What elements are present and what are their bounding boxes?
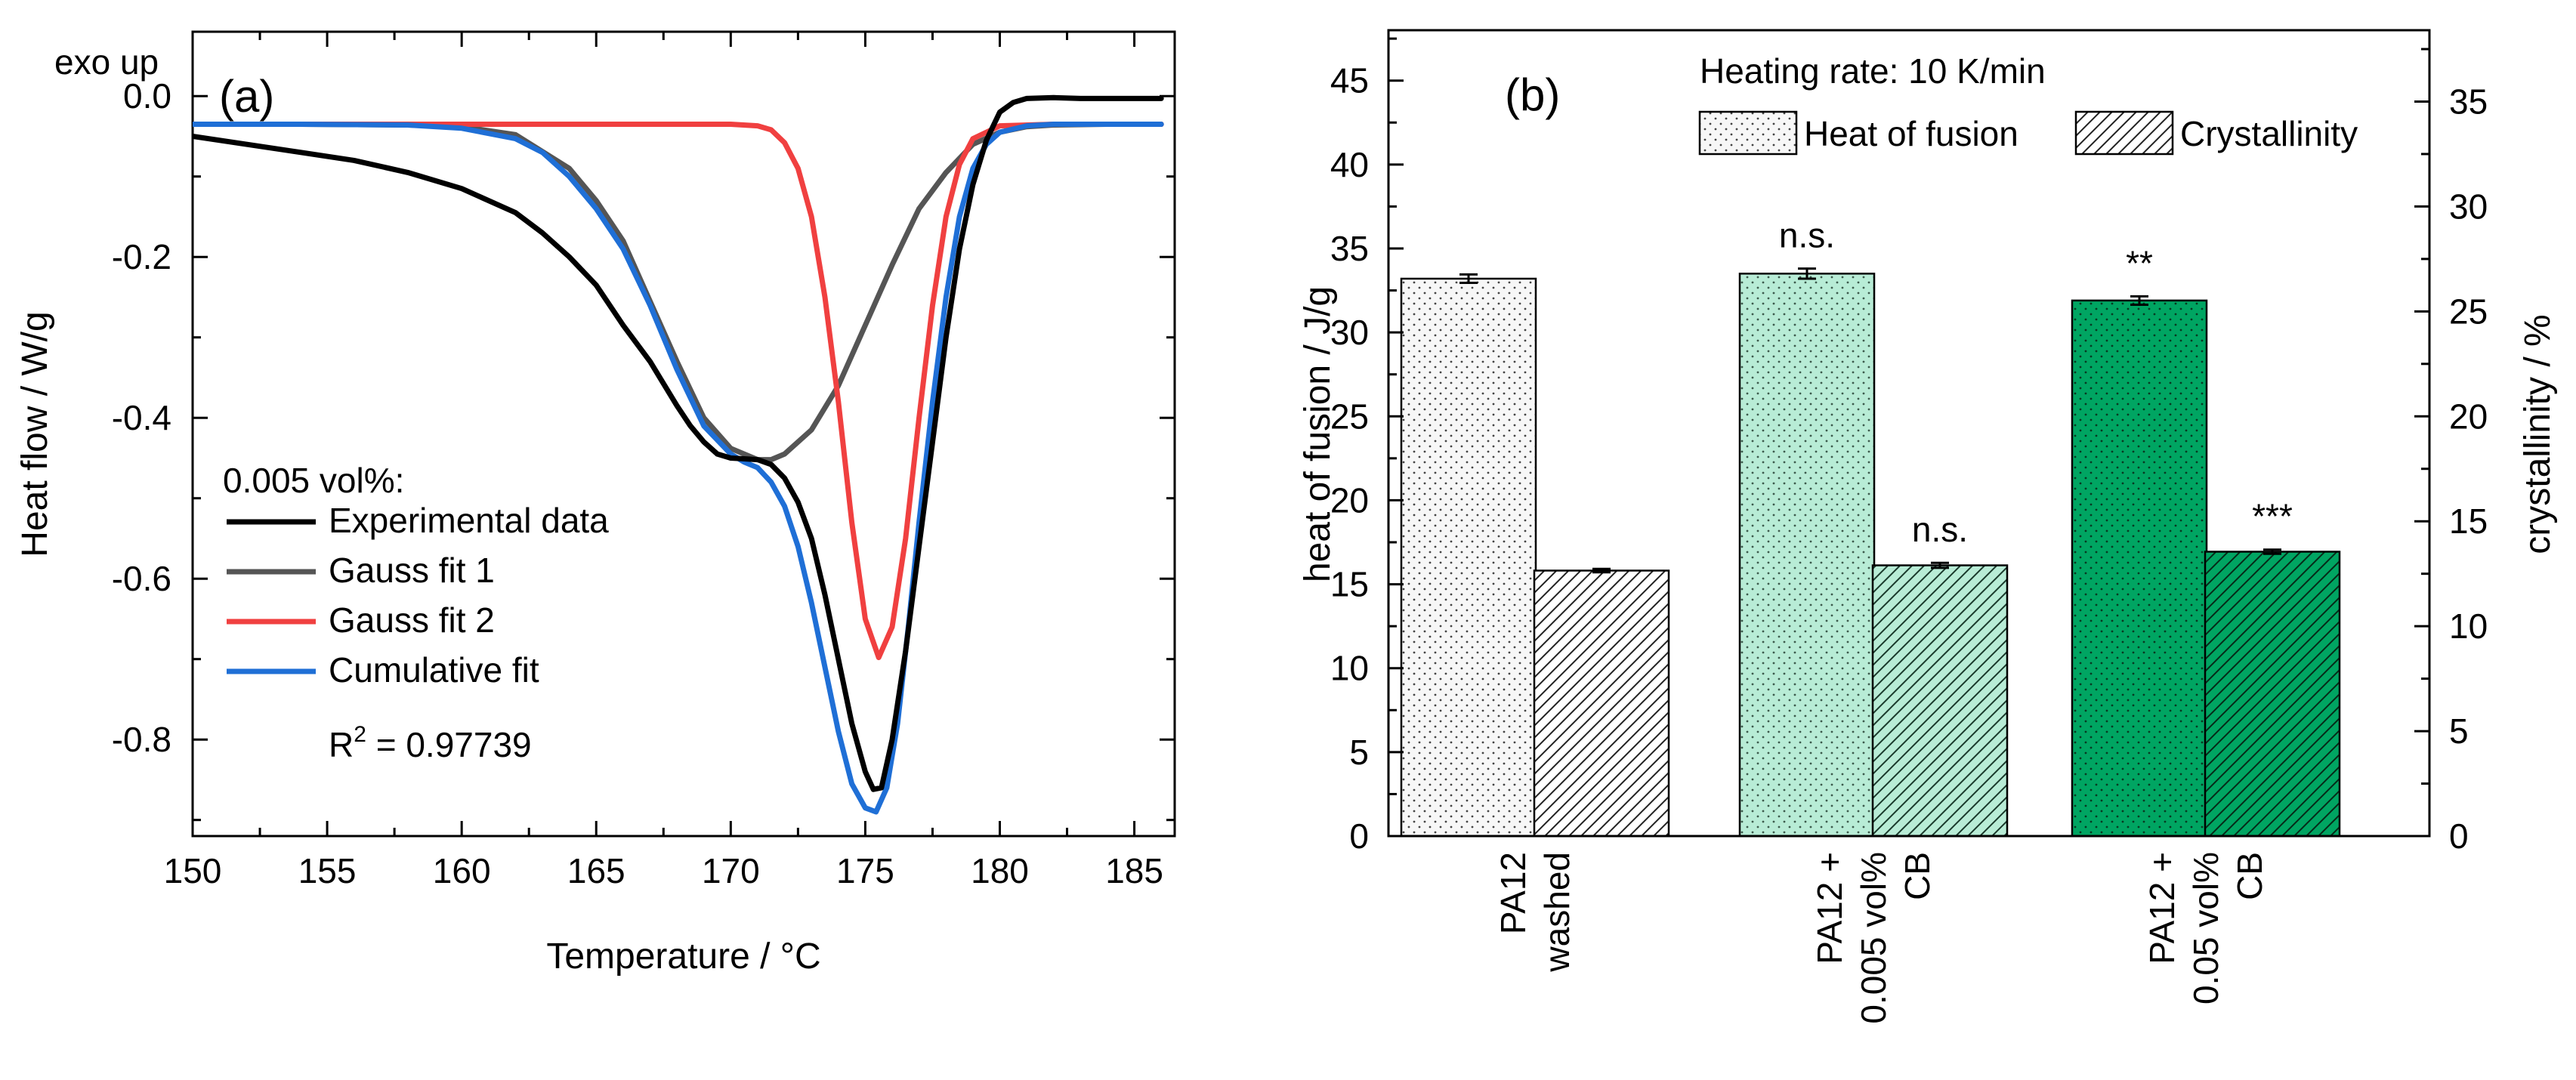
bar-crystallinity-2 bbox=[1871, 564, 2009, 838]
significance-annotation: *** bbox=[2252, 497, 2293, 536]
right-y-tick-label: 0 bbox=[2449, 816, 2469, 856]
panel-a-legend: 0.005 vol%: Experimental data Gauss fit 1… bbox=[223, 461, 609, 764]
legend-label: Gauss fit 1 bbox=[329, 551, 495, 590]
right-y-tick-label: 20 bbox=[2449, 397, 2488, 436]
right-y-tick-label: 25 bbox=[2449, 292, 2488, 331]
panel-a-ticks: 150 155 160 165 170 175 180 185 0.0 -0.2 -0.4 -0.6 -… bbox=[112, 32, 1175, 890]
left-y-tick-label: 30 bbox=[1330, 313, 1369, 352]
panel-b-bar-chart: n.s.n.s.***** 05101520253035404505101520… bbox=[1298, 29, 2558, 1024]
legend-swatch-heat-of-fusion bbox=[1698, 110, 1798, 156]
heating-rate-label: Heating rate: 10 K/min bbox=[1700, 51, 2046, 91]
left-y-tick-label: 25 bbox=[1330, 397, 1369, 436]
panel-a-series bbox=[193, 94, 1164, 815]
x-tick-label: 165 bbox=[567, 851, 625, 890]
r-squared-superscript: 2 bbox=[354, 722, 366, 747]
y-tick-label: 0.0 bbox=[123, 76, 171, 116]
legend-label-crystallinity: Crystallinity bbox=[2180, 114, 2358, 153]
x-tick-label: 170 bbox=[702, 851, 760, 890]
r-squared-r: R bbox=[329, 725, 354, 764]
right-y-tick-label: 15 bbox=[2449, 501, 2488, 541]
legend-label-heat-of-fusion: Heat of fusion bbox=[1804, 114, 2018, 153]
category-label-line: CB bbox=[1898, 852, 1937, 900]
left-y-tick-label: 0 bbox=[1349, 816, 1369, 856]
r-squared-value: = 0.97739 bbox=[366, 725, 532, 764]
panel-a-x-axis-title: Temperature / °C bbox=[546, 937, 820, 977]
bar-heat-of-fusion-3 bbox=[2071, 299, 2208, 838]
right-y-tick-label: 10 bbox=[2449, 606, 2488, 646]
category-label-line: PA12 + bbox=[1810, 852, 1849, 964]
x-tick-label: 160 bbox=[433, 851, 491, 890]
left-y-tick-label: 35 bbox=[1330, 229, 1369, 268]
panel-a-line-chart: 150 155 160 165 170 175 180 185 0.0 -0.2 -0.4 -0.6 -… bbox=[15, 30, 1176, 977]
panel-b-ticks: 0 5 10 15 20 25 30 35 40 45 0 5 10 15 20 25 30 35 bbox=[1330, 37, 2488, 856]
category-label-line: washed bbox=[1537, 852, 1577, 973]
right-y-tick-label: 35 bbox=[2449, 82, 2488, 121]
category-label-line: 0.05 vol% bbox=[2186, 852, 2225, 1004]
panel-a-y-axis-title: Heat flow / W/g bbox=[15, 311, 55, 557]
y-tick-label: -0.6 bbox=[112, 559, 171, 598]
left-y-tick-label: 20 bbox=[1330, 480, 1369, 520]
panel-b-label: (b) bbox=[1505, 69, 1560, 120]
x-tick-label: 150 bbox=[164, 851, 222, 890]
left-y-tick-label: 10 bbox=[1330, 649, 1369, 688]
series-line-gauss-fit-2 bbox=[193, 122, 1164, 661]
legend-label: Gauss fit 2 bbox=[329, 600, 495, 640]
x-tick-label: 175 bbox=[836, 851, 894, 890]
legend-swatch-crystallinity bbox=[2074, 110, 2174, 156]
significance-annotation: n.s. bbox=[1779, 216, 1835, 255]
left-y-tick-label: 45 bbox=[1330, 61, 1369, 100]
right-y-tick-label: 30 bbox=[2449, 187, 2488, 226]
significance-annotation: n.s. bbox=[1912, 510, 1968, 549]
panel-b-legend: Heat of fusion Crystallinity bbox=[1698, 110, 2358, 156]
x-tick-label: 155 bbox=[298, 851, 357, 890]
series-line-cumulative-fit bbox=[193, 122, 1164, 815]
exo-up-label: exo up bbox=[54, 42, 159, 82]
category-label-line: 0.005 vol% bbox=[1854, 852, 1893, 1024]
significance-annotation: ** bbox=[2126, 243, 2153, 282]
y-tick-label: -0.4 bbox=[112, 398, 171, 437]
panel-b-bars: n.s.n.s.***** bbox=[1400, 216, 2341, 838]
panel-b-plot-frame bbox=[1387, 29, 2431, 838]
x-tick-label: 180 bbox=[971, 851, 1029, 890]
x-tick-label: 185 bbox=[1105, 851, 1163, 890]
bar-crystallinity-1 bbox=[1533, 569, 1670, 838]
category-label-line: PA12 bbox=[1493, 852, 1533, 934]
right-y-tick-label: 5 bbox=[2449, 711, 2469, 751]
y-tick-label: -0.8 bbox=[112, 720, 171, 759]
panel-a-plot-frame bbox=[191, 30, 1176, 838]
panel-b-category-labels: PA12 washed PA12 +0.005 vol% CB PA12 +0.05 v… bbox=[1493, 852, 2269, 1024]
category-label-line: PA12 + bbox=[2142, 852, 2182, 964]
series-line-experimental-data bbox=[193, 94, 1164, 792]
bar-crystallinity-3 bbox=[2204, 551, 2341, 838]
legend-label: Cumulative fit bbox=[329, 650, 539, 690]
left-y-tick-label: 5 bbox=[1349, 733, 1369, 772]
panel-b-right-y-axis-title: crystallinity / % bbox=[2518, 314, 2558, 554]
bar-heat-of-fusion-1 bbox=[1400, 277, 1537, 838]
panel-a-label: (a) bbox=[219, 71, 274, 122]
left-y-tick-label: 15 bbox=[1330, 565, 1369, 604]
category-label-line: CB bbox=[2230, 852, 2269, 900]
y-tick-label: -0.2 bbox=[112, 237, 171, 276]
panel-a-legend-items: Experimental data Gauss fit 1 Gauss fit 2 C… bbox=[227, 501, 609, 690]
r-squared-label: R2 = 0.97739 bbox=[329, 722, 532, 764]
bar-heat-of-fusion-2 bbox=[1738, 273, 1876, 838]
panel-b-left-y-axis-title: heat of fusion / J/g bbox=[1298, 286, 1338, 582]
left-y-tick-label: 40 bbox=[1330, 145, 1369, 184]
legend-title: 0.005 vol%: bbox=[223, 461, 404, 500]
legend-label: Experimental data bbox=[329, 501, 609, 540]
